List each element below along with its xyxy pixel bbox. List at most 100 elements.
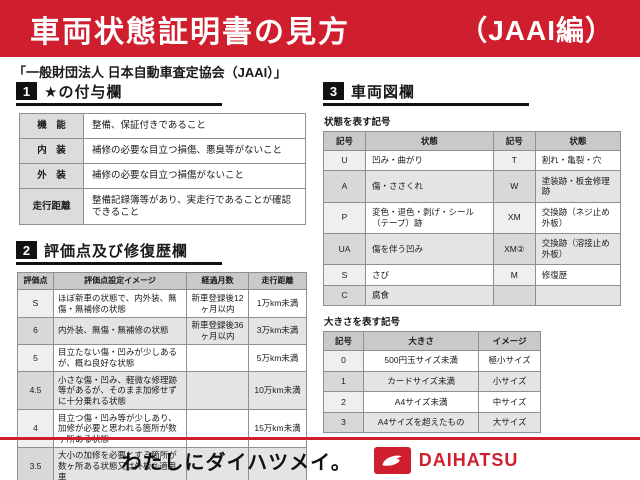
- desc-cell: ほぼ新車の状態で、内外装、無傷・無補修の状態: [53, 289, 187, 318]
- size-cell: A4サイズを超えたもの: [362, 411, 480, 434]
- section3-header: 3 車両図欄: [323, 82, 529, 106]
- symbol-cell: 1: [323, 370, 364, 393]
- symbol-cell: 0: [323, 349, 364, 372]
- image-cell: 大サイズ: [478, 411, 541, 434]
- col-header: 評価点設定イメージ: [53, 272, 187, 291]
- state-cell: 変色・退色・剥げ・シール（テープ）跡: [365, 201, 494, 234]
- state-table-caption: 状態を表す記号: [324, 117, 391, 128]
- symbol-cell: A: [323, 170, 366, 203]
- table-row: P 変色・退色・剥げ・シール（テープ）跡 XM 交換跡（ネジ止め外板）: [323, 201, 622, 234]
- state-cell: 交換跡（ネジ止め外板）: [534, 201, 622, 234]
- state-cell: 修復歴: [534, 264, 622, 286]
- row-label: 機 能: [19, 113, 84, 139]
- months-cell: [186, 446, 249, 480]
- symbol-cell: [492, 284, 536, 307]
- state-cell: 割れ・亀裂・穴: [534, 149, 622, 172]
- score-cell: S: [17, 289, 54, 318]
- score-cell: 4: [17, 409, 54, 448]
- col-header: 状態: [534, 131, 622, 151]
- desc-cell: 小さな傷・凹み、軽微な修理跡等があるが、そのまま加修せずに十分乗れる状態: [53, 371, 187, 410]
- desc-cell: 目立たない傷・凹みが少しあるが、概ね良好な状態: [53, 343, 187, 373]
- table-row: U 凹み・曲がり T 割れ・亀裂・穴: [323, 149, 622, 172]
- symbol-cell: XM: [492, 201, 536, 234]
- row-desc: 整備、保証付きであること: [83, 113, 306, 139]
- table-row: C 腐食: [323, 284, 622, 307]
- symbol-cell: XM②: [492, 232, 536, 266]
- star-criteria-table: 機 能 整備、保証付きであること 内 装 補修の必要な目立つ損傷、悪臭等がないこ…: [19, 113, 306, 226]
- table-row: A 傷・ささくれ W 塗装跡・板金修理跡: [323, 170, 622, 203]
- score-cell: 3.5: [17, 446, 54, 480]
- right-column: 3 車両図欄 状態を表す記号 記号 状態 記号 状態 U 凹み・曲がり T 割れ…: [323, 82, 625, 434]
- table-row: 内 装 補修の必要な目立つ損傷、悪臭等がないこと: [19, 137, 306, 164]
- months-cell: 新車登録後12ヶ月以内: [186, 289, 249, 318]
- state-cell: 腐食: [365, 284, 494, 307]
- table-header-row: 記号 大きさ イメージ: [323, 331, 541, 351]
- title-banner: 車両状態証明書の見方 （JAAI編）: [0, 0, 640, 57]
- distance-cell: 3万km未満: [248, 316, 307, 345]
- col-header: イメージ: [478, 331, 541, 351]
- state-cell: 凹み・曲がり: [365, 149, 494, 172]
- symbol-cell: W: [492, 170, 536, 203]
- symbol-cell: 3: [323, 411, 364, 434]
- section3-number: 3: [323, 82, 344, 100]
- red-divider: [0, 437, 640, 440]
- table-row: UA 傷を伴う凹み XM② 交換跡（溶接止め外板）: [323, 232, 622, 266]
- col-header: 大きさ: [362, 331, 480, 351]
- row-label: 走行距離: [19, 187, 84, 226]
- daihatsu-logo: DAIHATSU: [373, 446, 519, 474]
- size-cell: カードサイズ未満: [362, 370, 480, 393]
- state-cell: 傷・ささくれ: [365, 170, 494, 203]
- table-row: 走行距離 整備記録簿等があり、実走行であることが確認できること: [19, 187, 306, 226]
- size-table-caption: 大きさを表す記号: [324, 317, 401, 329]
- symbol-cell: M: [492, 264, 536, 286]
- score-cell: 4.5: [17, 371, 54, 410]
- col-header: 状態: [365, 131, 494, 151]
- symbol-cell: P: [323, 201, 366, 234]
- table-row: 0 500円玉サイズ未満 極小サイズ: [323, 349, 541, 372]
- symbol-cell: C: [323, 284, 366, 307]
- image-cell: 中サイズ: [478, 391, 541, 413]
- symbol-cell: T: [492, 149, 536, 172]
- daihatsu-slogan: わたしにダイハツメイ。: [121, 451, 352, 474]
- symbol-cell: S: [323, 264, 366, 286]
- state-cell: さび: [365, 264, 494, 286]
- table-row: 4.5 小さな傷・凹み、軽微な修理跡等があるが、そのまま加修せずに十分乗れる状態…: [17, 371, 307, 410]
- page-title: 車両状態証明書の見方: [30, 15, 350, 49]
- months-cell: [186, 371, 249, 410]
- state-cell: [534, 284, 622, 307]
- table-row: 4 目立つ傷・凹み等が少しあり、加修が必要と思われる箇所が数ヶ所ある状態 15万…: [17, 409, 307, 448]
- table-row: 1 カードサイズ未満 小サイズ: [323, 370, 541, 393]
- distance-cell: 10万km未満: [248, 371, 307, 410]
- row-desc: 補修の必要な目立つ損傷がないこと: [83, 162, 306, 189]
- symbol-cell: 2: [323, 391, 364, 413]
- image-cell: 極小サイズ: [478, 349, 541, 372]
- row-label: 内 装: [19, 137, 84, 164]
- col-header: 記号: [323, 131, 366, 151]
- row-desc: 補修の必要な目立つ損傷、悪臭等がないこと: [83, 137, 306, 164]
- state-cell: 塗装跡・板金修理跡: [534, 170, 622, 203]
- desc-cell: 内外装、無傷・無補修の状態: [53, 316, 187, 345]
- col-header: 記号: [323, 331, 364, 351]
- table-row: 3 A4サイズを超えたもの 大サイズ: [323, 411, 541, 434]
- col-header: 評価点: [17, 272, 54, 291]
- col-header: 走行距離: [248, 272, 307, 291]
- distance-cell: [248, 446, 307, 480]
- table-row: 5 目立たない傷・凹みが少しあるが、概ね良好な状態 5万km未満: [17, 343, 307, 373]
- table-row: S ほぼ新車の状態で、内外装、無傷・無補修の状態 新車登録後12ヶ月以内 1万k…: [17, 289, 307, 318]
- table-header-row: 記号 状態 記号 状態: [323, 131, 622, 151]
- section3-title: 車両図欄: [351, 84, 416, 101]
- distance-cell: 15万km未満: [248, 409, 307, 448]
- footer: わたしにダイハツメイ。 DAIHATSU: [0, 440, 640, 480]
- state-cell: 傷を伴う凹み: [365, 232, 494, 266]
- section1-number: 1: [16, 82, 37, 100]
- daihatsu-wordmark: DAIHATSU: [418, 449, 519, 470]
- score-cell: 6: [17, 316, 54, 345]
- symbol-cell: U: [323, 149, 366, 172]
- table-row: 機 能 整備、保証付きであること: [19, 113, 306, 139]
- organization-subtitle: 「一般財団法人 日本自動車査定協会（JAAI）」: [13, 65, 287, 80]
- state-symbol-table: 記号 状態 記号 状態 U 凹み・曲がり T 割れ・亀裂・穴 A 傷・ささくれ …: [323, 131, 622, 307]
- section2-title: 評価点及び修復歴欄: [44, 243, 189, 261]
- score-cell: 5: [17, 343, 54, 373]
- desc-cell: 大小の加修を必要とする箇所が数ヶ所ある状態又は外板②適用車: [53, 446, 187, 480]
